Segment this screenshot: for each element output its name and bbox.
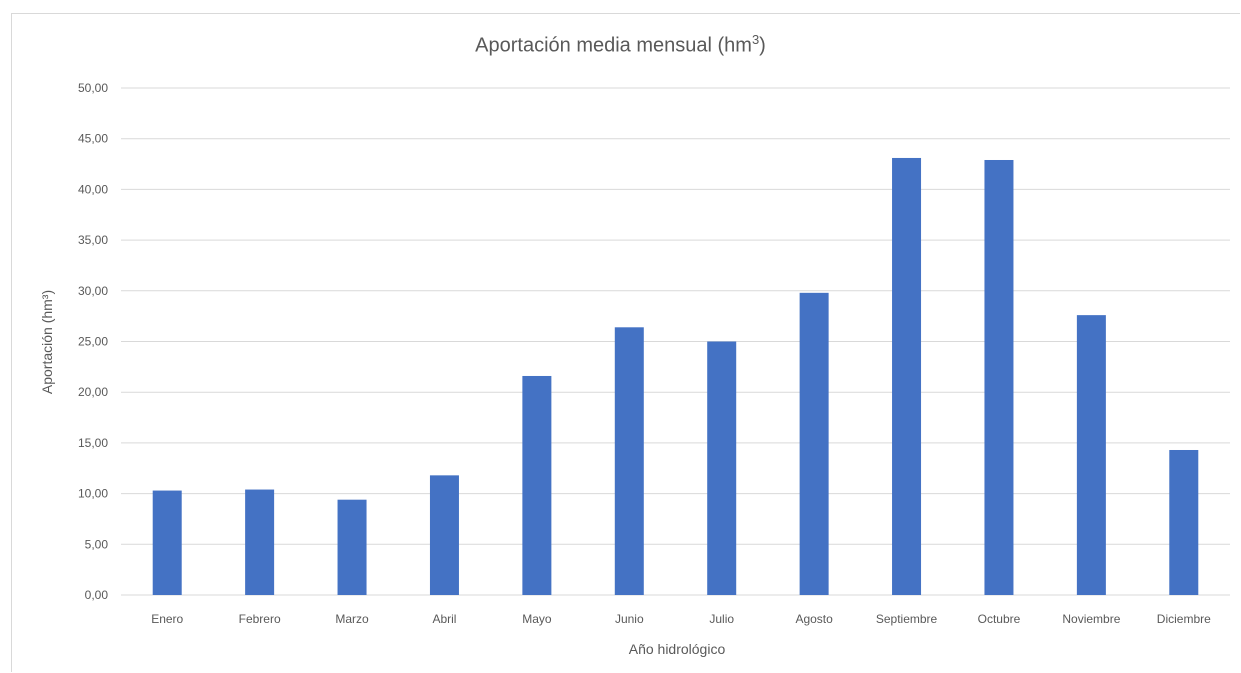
bar-diciembre bbox=[1169, 449, 1199, 595]
bar-abril bbox=[429, 475, 459, 595]
chart-title: Aportación media mensual (hm3) bbox=[0, 32, 1241, 58]
bar-septiembre bbox=[892, 157, 922, 595]
y-tick-label: 15,00 bbox=[78, 436, 108, 450]
y-tick-label: 45,00 bbox=[78, 132, 108, 146]
bar-julio bbox=[707, 341, 737, 595]
x-tick-label: Junio bbox=[615, 612, 644, 626]
y-axis-title: Aportación (hm³) bbox=[39, 290, 55, 394]
bar-enero bbox=[152, 490, 182, 595]
y-tick-label: 40,00 bbox=[78, 182, 108, 196]
x-axis-tick-labels: Enero Febrero Marzo Abril Mayo Junio Julio Agos… bbox=[151, 612, 1211, 626]
bar-junio bbox=[614, 327, 644, 595]
y-tick-label: 30,00 bbox=[78, 284, 108, 298]
bar-noviembre bbox=[1076, 315, 1106, 595]
chart-title-superscript: 3 bbox=[751, 32, 760, 47]
bar-febrero bbox=[245, 489, 275, 595]
x-tick-label: Mayo bbox=[522, 612, 552, 626]
bars bbox=[152, 157, 1199, 595]
x-axis-title: Año hidrológico bbox=[629, 641, 726, 657]
x-tick-label: Diciembre bbox=[1157, 612, 1211, 626]
x-tick-label: Marzo bbox=[335, 612, 369, 626]
y-tick-label: 20,00 bbox=[78, 385, 108, 399]
bar-octubre bbox=[984, 159, 1014, 595]
bar-mayo bbox=[522, 375, 552, 595]
y-tick-label: 25,00 bbox=[78, 335, 108, 349]
y-tick-label: 50,00 bbox=[78, 81, 108, 95]
y-tick-label: 10,00 bbox=[78, 487, 108, 501]
y-tick-label: 0,00 bbox=[85, 588, 109, 602]
gridlines bbox=[121, 87, 1230, 596]
y-tick-label: 5,00 bbox=[85, 537, 109, 551]
x-tick-label: Septiembre bbox=[876, 612, 938, 626]
x-tick-label: Agosto bbox=[795, 612, 833, 626]
x-tick-label: Octubre bbox=[978, 612, 1021, 626]
bar-marzo bbox=[337, 499, 367, 595]
x-tick-label: Febrero bbox=[239, 612, 281, 626]
x-tick-label: Noviembre bbox=[1062, 612, 1120, 626]
y-axis-tick-labels: 0,00 5,00 10,00 15,00 20,00 25,00 30,00 35,00 40… bbox=[78, 81, 108, 602]
bar-agosto bbox=[799, 292, 829, 595]
x-tick-label: Abril bbox=[432, 612, 456, 626]
chart-title-suffix: ) bbox=[759, 34, 766, 57]
x-tick-label: Enero bbox=[151, 612, 183, 626]
y-tick-label: 35,00 bbox=[78, 233, 108, 247]
chart-title-text: Aportación media mensual (hm bbox=[475, 34, 752, 57]
x-tick-label: Julio bbox=[709, 612, 734, 626]
